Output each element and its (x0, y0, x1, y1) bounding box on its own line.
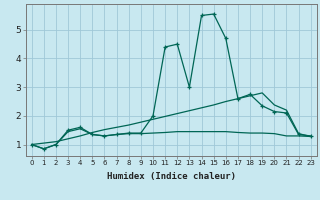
X-axis label: Humidex (Indice chaleur): Humidex (Indice chaleur) (107, 172, 236, 181)
